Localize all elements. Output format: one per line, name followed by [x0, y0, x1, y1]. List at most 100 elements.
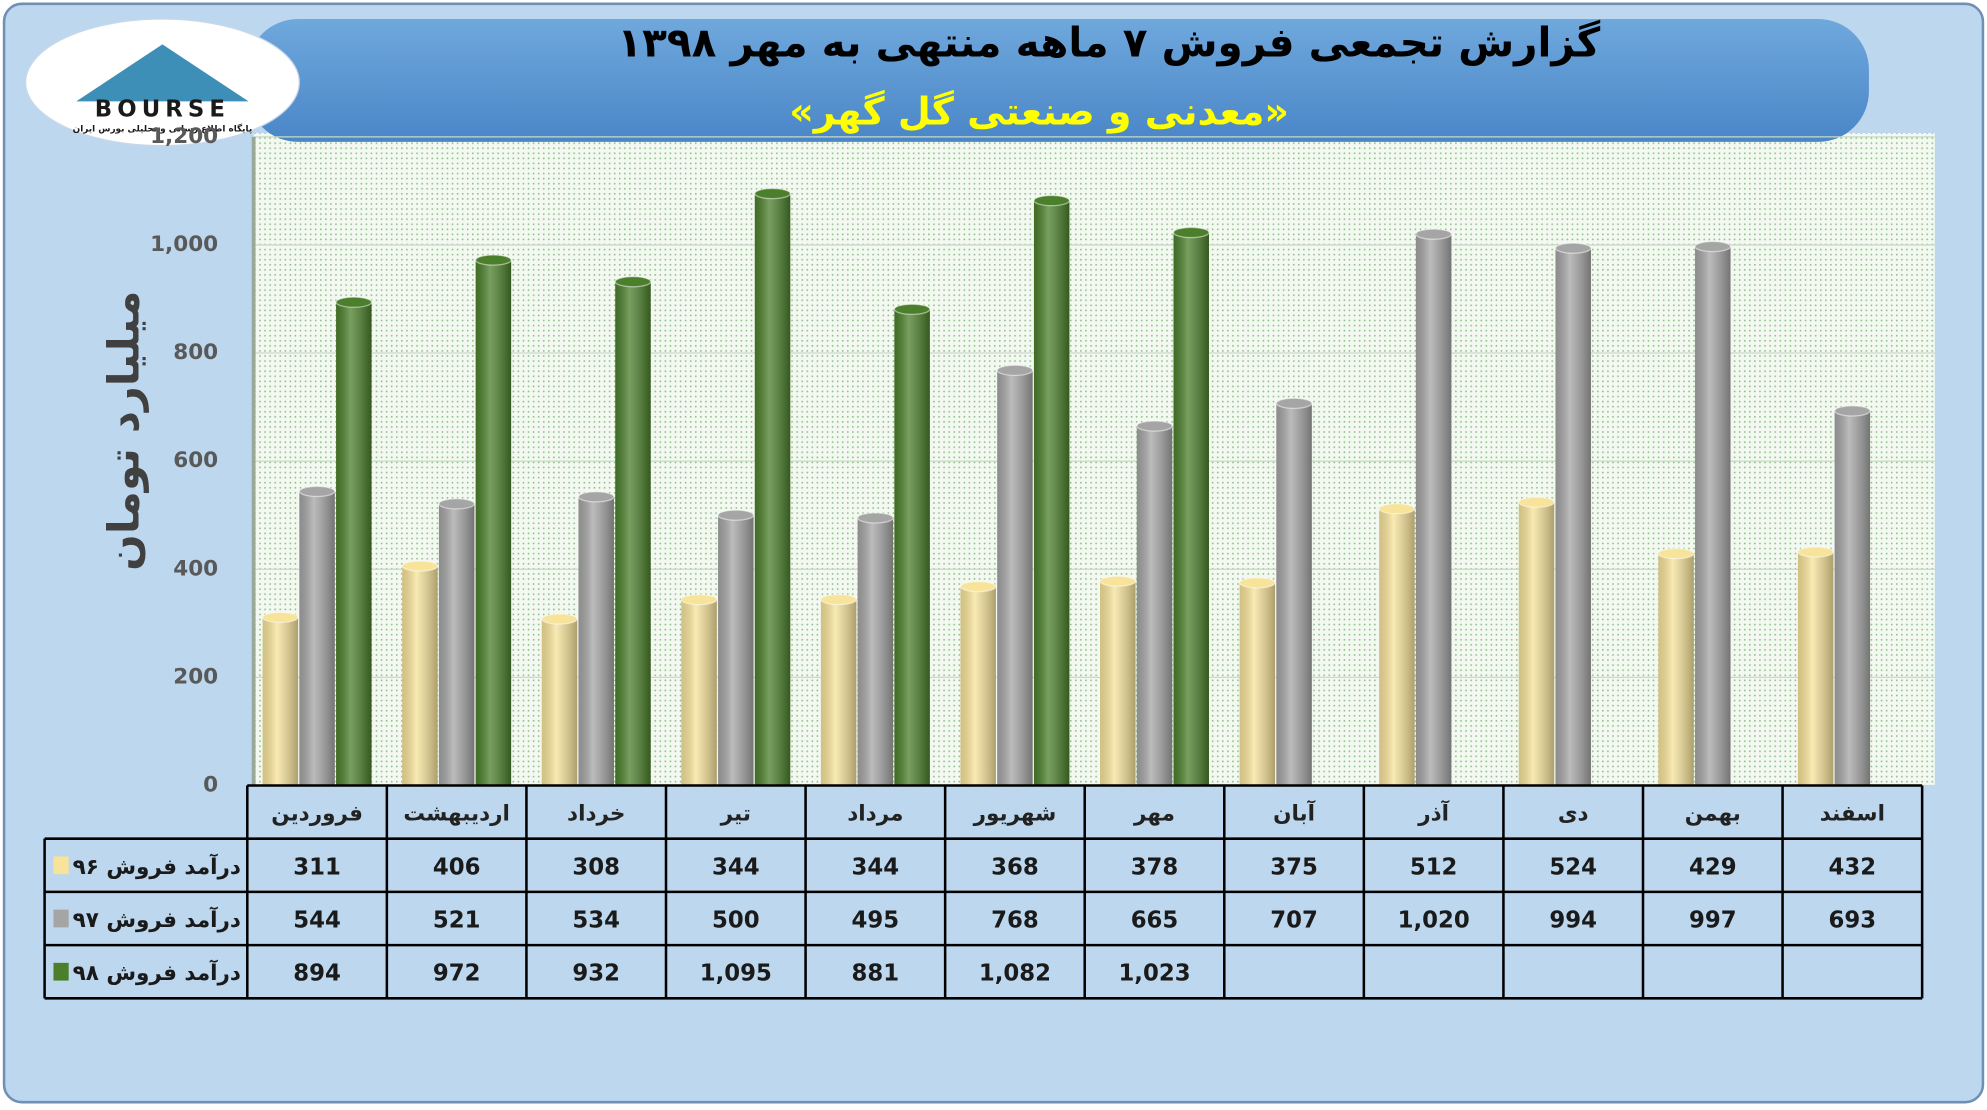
x-tick-label: آذر — [1417, 800, 1449, 827]
bar-cap — [1033, 194, 1071, 207]
bar-shade — [1276, 403, 1312, 786]
x-tick-label: مرداد — [847, 802, 903, 827]
table-value: 512 — [1410, 854, 1458, 880]
bar-cap — [614, 275, 652, 288]
bar-shade — [402, 566, 438, 786]
bar-cap — [1172, 226, 1210, 239]
x-tick-label: فروردین — [271, 802, 363, 827]
bar-cap — [298, 485, 336, 498]
table-value: 378 — [1131, 854, 1179, 880]
legend-swatch — [53, 856, 69, 875]
x-tick-label: مهر — [1133, 802, 1175, 827]
y-tick-label: 600 — [173, 448, 218, 473]
bar-cap — [401, 560, 439, 572]
bar-shade — [1518, 502, 1555, 786]
bar-cap — [261, 611, 299, 624]
bar-cap — [1518, 496, 1555, 508]
bar-shade — [960, 586, 996, 786]
bar-cap — [1238, 577, 1276, 589]
table-value: 544 — [293, 908, 341, 934]
bar-cap — [1694, 240, 1732, 253]
table-value: 344 — [712, 854, 760, 880]
bar-cap — [1657, 547, 1695, 560]
bar-cap — [335, 296, 373, 308]
bar-shade — [615, 281, 651, 786]
table-value: 1,023 — [1118, 961, 1190, 987]
bar-shade — [754, 193, 791, 786]
header-banner — [247, 19, 1869, 142]
x-tick-label: اردیبهشت — [403, 802, 510, 827]
y-tick-label: 400 — [173, 556, 218, 581]
y-tick-label: 0 — [203, 772, 218, 797]
bar-shade — [1100, 581, 1136, 786]
x-tick-label: اسفند — [1820, 802, 1885, 827]
bar-shade — [1658, 553, 1694, 786]
bar-shade — [262, 617, 299, 786]
bar-shade — [1379, 508, 1415, 786]
bar-shade — [1239, 582, 1276, 786]
bar-cap — [1275, 397, 1313, 410]
table-value: 894 — [293, 961, 341, 987]
bar-shade — [857, 517, 894, 786]
legend-label: درآمد فروش ۹۸ — [73, 959, 241, 986]
table-value: 495 — [852, 908, 900, 934]
logo-shape — [76, 44, 249, 102]
bar-cap — [577, 491, 615, 503]
bar-shade — [1033, 200, 1070, 786]
bar-shade — [681, 599, 717, 786]
logo-name: BOURSE — [95, 97, 230, 123]
table-value: 1,082 — [979, 961, 1051, 987]
bar-shade — [541, 618, 578, 786]
bar-cap — [1833, 405, 1871, 417]
bar-shade — [1834, 410, 1871, 786]
x-tick-label: تیر — [720, 802, 751, 827]
table-value: 707 — [1270, 908, 1318, 934]
table-value: 368 — [991, 854, 1039, 880]
legend-label: درآمد فروش ۹۷ — [73, 906, 241, 933]
bar-cap — [475, 254, 512, 266]
bar-shade — [438, 503, 475, 786]
bar-cap — [996, 364, 1034, 377]
table-value: 500 — [712, 908, 760, 934]
x-tick-label: آبان — [1273, 800, 1316, 827]
y-axis-label: میلیارد تومان — [99, 291, 149, 571]
bar-cap — [893, 303, 931, 315]
y-tick-label: 1,000 — [150, 232, 218, 257]
bar-cap — [717, 509, 755, 521]
bar-shade — [475, 260, 512, 786]
table-value: 524 — [1549, 854, 1597, 880]
bar-shade — [1555, 248, 1591, 786]
x-tick-label: شهریور — [973, 802, 1057, 827]
bar-cap — [680, 593, 718, 606]
logo-tagline: پایگاه اطلاع رسانی و تحلیلی بورس ایران — [73, 123, 252, 135]
table-value: 308 — [572, 854, 620, 880]
table-value: 972 — [433, 961, 481, 987]
bar-cap — [1554, 242, 1592, 254]
bar-shade — [1797, 551, 1834, 786]
bar-shade — [820, 599, 857, 786]
y-tick-label: 800 — [173, 340, 218, 365]
bar-shade — [1136, 426, 1173, 786]
table-value: 994 — [1549, 908, 1597, 934]
table-value: 432 — [1829, 854, 1877, 880]
bar-cap — [1378, 503, 1416, 515]
bar-cap — [541, 613, 578, 625]
bar-cap — [438, 498, 476, 510]
bar-cap — [959, 580, 997, 593]
y-tick-label: 1,200 — [150, 124, 218, 149]
bar-shade — [1415, 234, 1452, 786]
table-value: 534 — [572, 908, 620, 934]
bar-cap — [754, 187, 791, 200]
table-value: 429 — [1689, 854, 1737, 880]
bar-shade — [1173, 232, 1209, 786]
legend-swatch — [53, 962, 69, 981]
bar-shade — [894, 309, 930, 786]
table-value: 881 — [852, 961, 900, 987]
bar-shade — [299, 491, 335, 786]
bar-cap — [820, 593, 857, 606]
table-value: 375 — [1270, 854, 1318, 880]
bar-cap — [1136, 420, 1173, 432]
chart-subtitle: «معدنی و صنعتی گل گهر» — [789, 90, 1289, 135]
